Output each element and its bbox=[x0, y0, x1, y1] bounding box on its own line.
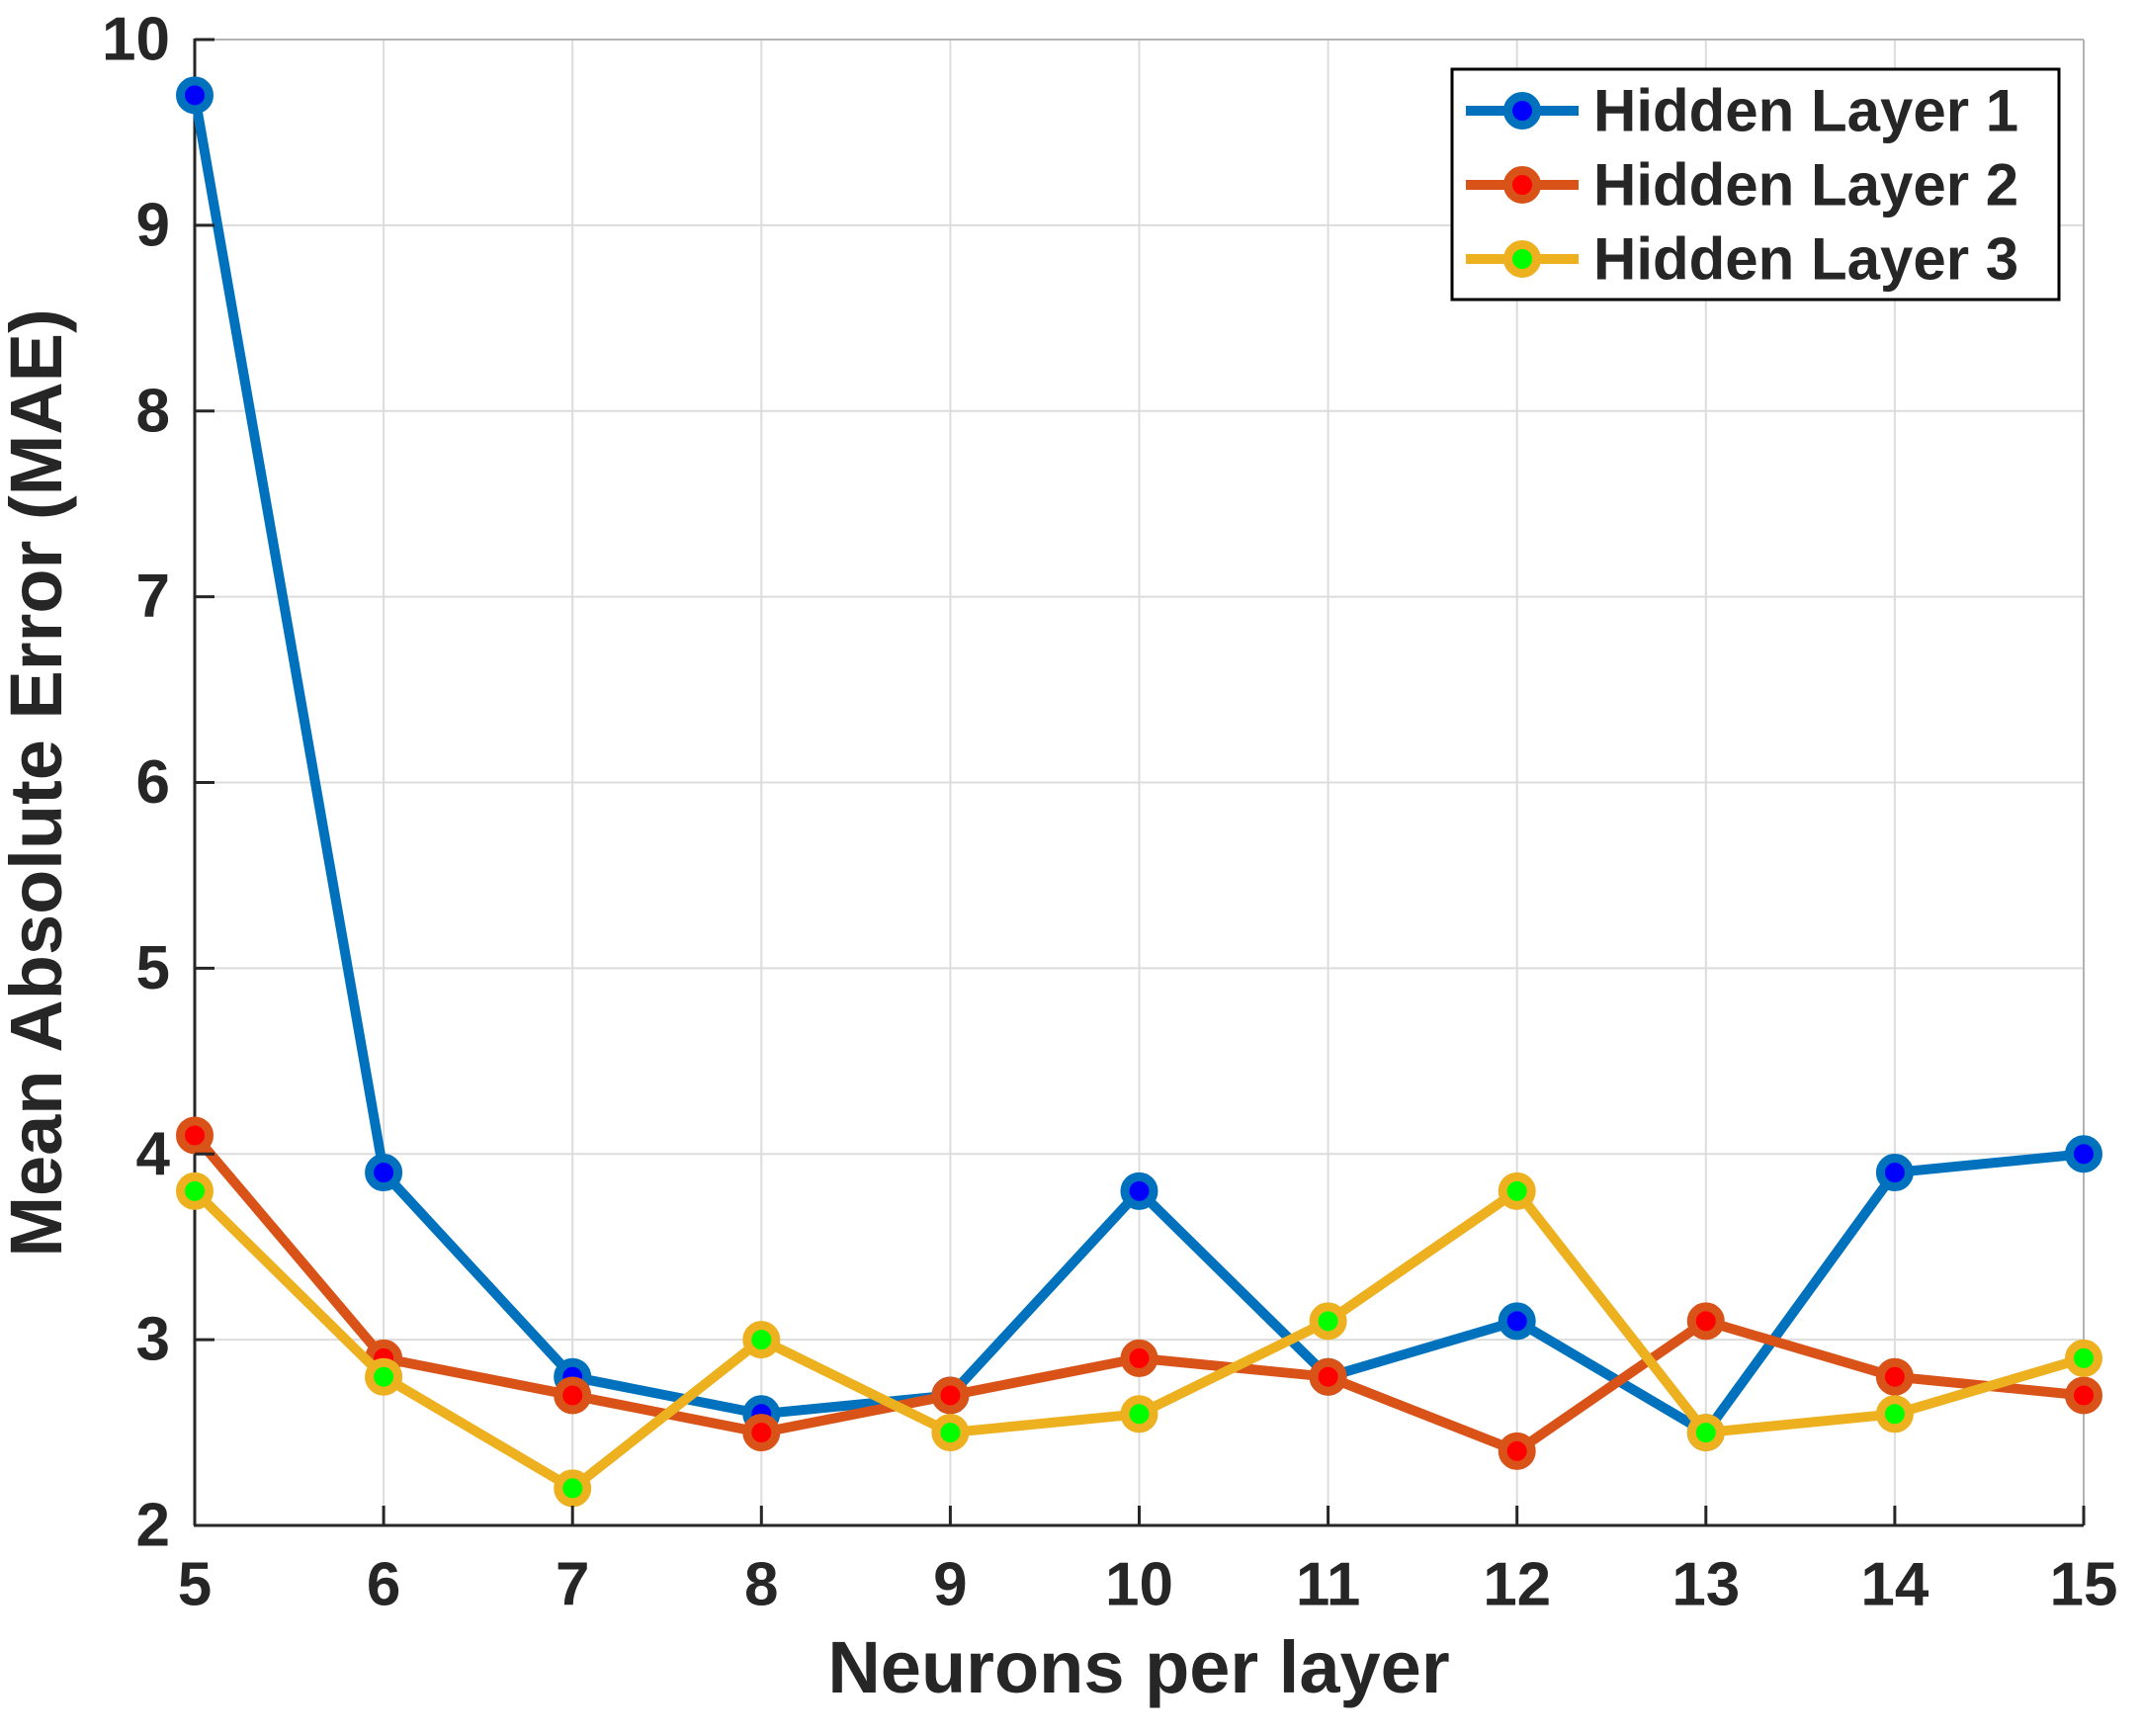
data-point-marker bbox=[742, 1321, 781, 1359]
data-point-marker bbox=[1498, 1302, 1536, 1341]
y-tick-label: 5 bbox=[136, 934, 170, 1002]
data-point-marker bbox=[365, 1154, 403, 1192]
data-point-marker bbox=[1875, 1154, 1914, 1192]
x-tick-label: 5 bbox=[178, 1551, 212, 1619]
series-3 bbox=[176, 1172, 2102, 1508]
data-point-marker bbox=[2065, 1339, 2102, 1377]
x-tick-label: 6 bbox=[367, 1551, 400, 1619]
x-axis-title: Neurons per layer bbox=[827, 1626, 1449, 1708]
legend-label: Hidden Layer 2 bbox=[1593, 152, 2018, 218]
series-2 bbox=[176, 1116, 2102, 1470]
y-tick-label: 8 bbox=[136, 377, 170, 445]
data-point-marker bbox=[742, 1414, 781, 1452]
y-tick-label: 9 bbox=[136, 191, 170, 259]
y-tick-label: 10 bbox=[102, 6, 170, 74]
legend-entry-3: Hidden Layer 3 bbox=[1466, 226, 2018, 293]
legend-label: Hidden Layer 3 bbox=[1593, 226, 2018, 293]
data-point-marker bbox=[1120, 1172, 1158, 1210]
x-tick-label: 15 bbox=[2050, 1551, 2118, 1619]
legend-entry-2: Hidden Layer 2 bbox=[1466, 152, 2018, 218]
axis-ticks: 5 6 7 8 9 10 11 12 13 14 15 2 3 4 5 6 7 8 9 10 bbox=[102, 6, 2117, 1619]
data-point-marker bbox=[365, 1357, 403, 1396]
x-tick-label: 10 bbox=[1105, 1551, 1173, 1619]
data-point-marker bbox=[1120, 1339, 1158, 1377]
data-point-marker bbox=[1686, 1414, 1725, 1452]
data-series bbox=[176, 76, 2102, 1508]
data-point-marker bbox=[2065, 1376, 2102, 1415]
y-tick-label: 7 bbox=[136, 563, 170, 631]
x-tick-label: 12 bbox=[1483, 1551, 1551, 1619]
data-point-marker bbox=[554, 1469, 592, 1508]
data-point-marker bbox=[1875, 1357, 1914, 1396]
x-tick-label: 8 bbox=[744, 1551, 778, 1619]
x-tick-label: 9 bbox=[933, 1551, 967, 1619]
data-point-marker bbox=[931, 1376, 970, 1415]
data-point-marker bbox=[1309, 1302, 1347, 1341]
y-tick-label: 3 bbox=[136, 1306, 170, 1374]
legend-marker-sample bbox=[1503, 92, 1541, 130]
data-point-marker bbox=[554, 1376, 592, 1415]
legend-marker-sample bbox=[1503, 240, 1541, 278]
data-point-marker bbox=[1120, 1395, 1158, 1433]
x-tick-label: 14 bbox=[1860, 1551, 1928, 1619]
legend-label: Hidden Layer 1 bbox=[1593, 78, 2018, 144]
x-tick-label: 11 bbox=[1296, 1551, 1361, 1619]
y-tick-label: 4 bbox=[136, 1120, 171, 1188]
y-tick-label: 6 bbox=[136, 748, 170, 817]
data-point-marker bbox=[1875, 1395, 1914, 1433]
legend: Hidden Layer 1 Hidden Layer 2 Hidden Layer… bbox=[1450, 67, 2061, 302]
data-point-marker bbox=[1498, 1432, 1536, 1470]
data-point-marker bbox=[931, 1414, 970, 1452]
y-tick-label: 2 bbox=[136, 1492, 170, 1560]
data-point-marker bbox=[176, 1116, 214, 1155]
data-point-marker bbox=[2065, 1135, 2102, 1173]
x-tick-label: 13 bbox=[1671, 1551, 1740, 1619]
data-point-marker bbox=[176, 1172, 214, 1210]
data-point-marker bbox=[176, 76, 214, 115]
data-point-marker bbox=[1686, 1302, 1725, 1341]
x-tick-label: 7 bbox=[556, 1551, 589, 1619]
legend-entry-1: Hidden Layer 1 bbox=[1466, 78, 2018, 144]
data-point-marker bbox=[1498, 1172, 1536, 1210]
legend-marker-sample bbox=[1503, 166, 1541, 204]
y-axis-title: Mean Absolute Error (MAE) bbox=[0, 308, 77, 1257]
data-point-marker bbox=[1309, 1357, 1347, 1396]
